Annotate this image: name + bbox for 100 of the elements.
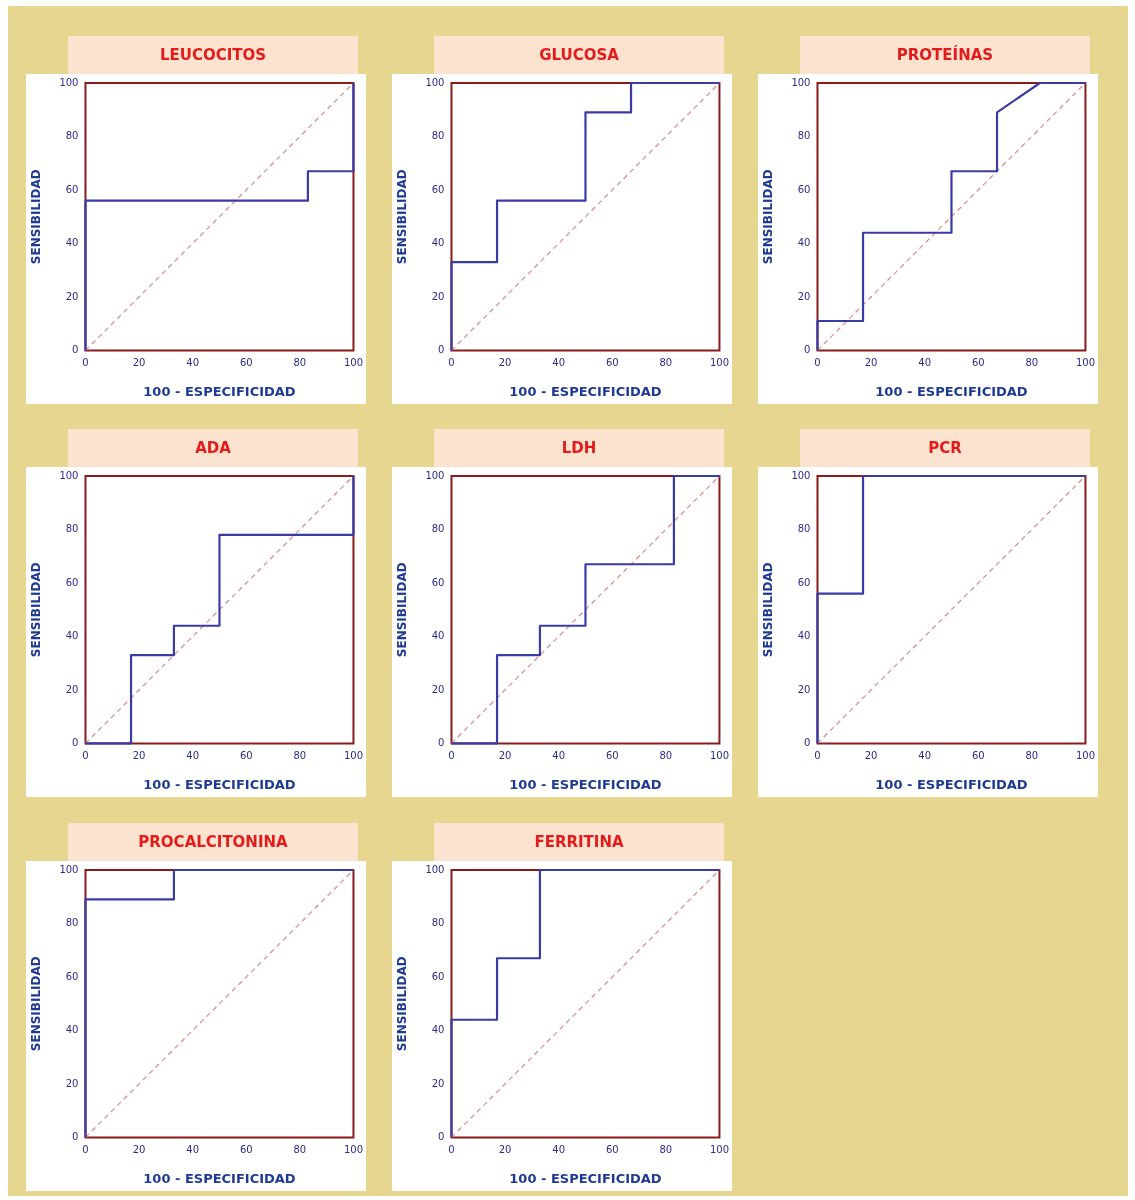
y-tick-label: 0 [804, 343, 811, 355]
y-tick-label: 100 [425, 469, 445, 481]
y-tick-label: 40 [431, 1023, 445, 1035]
y-tick-label: 40 [797, 630, 811, 642]
x-tick-label: 40 [552, 750, 566, 762]
y-tick-label: 40 [431, 630, 445, 642]
x-tick-label: 20 [132, 750, 146, 762]
x-tick-label: 20 [498, 356, 512, 368]
x-tick-label: 40 [918, 356, 932, 368]
y-tick-label: 80 [431, 523, 445, 535]
x-tick-label: 0 [448, 1143, 455, 1155]
y-tick-label: 60 [431, 576, 445, 588]
x-tick-label: 100 [343, 1143, 363, 1155]
x-axis-title: 100 - ESPECIFICIDAD [875, 383, 1028, 399]
y-tick-label: 20 [431, 290, 445, 302]
y-tick-label: 100 [791, 76, 811, 88]
y-tick-label: 80 [431, 916, 445, 928]
x-axis-title: 100 - ESPECIFICIDAD [509, 776, 662, 792]
chart-title: FERRITINA [434, 822, 724, 861]
y-tick-label: 100 [59, 469, 79, 481]
x-tick-label: 0 [814, 750, 821, 762]
x-axis-title: 100 - ESPECIFICIDAD [143, 383, 296, 399]
y-tick-label: 100 [59, 863, 79, 875]
x-axis-title: 100 - ESPECIFICIDAD [143, 776, 296, 792]
x-tick-label: 40 [552, 356, 566, 368]
x-tick-label: 60 [239, 356, 253, 368]
x-tick-label: 20 [864, 750, 878, 762]
y-tick-label: 60 [65, 970, 79, 982]
y-tick-label: 40 [65, 630, 79, 642]
y-axis-title: SENSIBILIDAD [395, 169, 410, 265]
x-tick-label: 0 [82, 750, 89, 762]
y-tick-label: 60 [431, 970, 445, 982]
y-tick-label: 0 [438, 737, 445, 749]
y-axis-title: SENSIBILIDAD [395, 955, 410, 1051]
y-tick-label: 60 [65, 576, 79, 588]
y-tick-label: 100 [791, 469, 811, 481]
chart-title: GLUCOSA [434, 36, 724, 74]
y-tick-label: 100 [59, 76, 79, 88]
x-tick-label: 100 [1075, 356, 1095, 368]
x-tick-label: 60 [605, 356, 619, 368]
y-tick-label: 60 [797, 576, 811, 588]
y-tick-label: 80 [65, 130, 79, 142]
x-tick-label: 60 [239, 750, 253, 762]
chart-title: ADA [68, 429, 358, 468]
y-tick-label: 40 [65, 237, 79, 249]
y-tick-label: 80 [431, 130, 445, 142]
y-axis-title: SENSIBILIDAD [29, 562, 44, 658]
x-tick-label: 60 [971, 750, 985, 762]
y-tick-label: 20 [797, 683, 811, 695]
x-axis-title: 100 - ESPECIFICIDAD [143, 1170, 296, 1186]
y-tick-label: 80 [65, 523, 79, 535]
chart-title: LEUCOCITOS [68, 36, 358, 74]
y-tick-label: 100 [425, 863, 445, 875]
x-tick-label: 80 [1025, 750, 1039, 762]
x-tick-label: 20 [498, 750, 512, 762]
x-tick-label: 80 [659, 356, 673, 368]
y-tick-label: 100 [425, 76, 445, 88]
y-tick-label: 20 [431, 683, 445, 695]
x-tick-label: 0 [82, 356, 89, 368]
x-tick-label: 40 [552, 1143, 566, 1155]
x-tick-label: 40 [918, 750, 932, 762]
y-tick-label: 0 [72, 737, 79, 749]
x-tick-label: 80 [659, 750, 673, 762]
y-axis-title: SENSIBILIDAD [29, 955, 44, 1051]
x-tick-label: 0 [448, 356, 455, 368]
y-tick-label: 80 [797, 130, 811, 142]
x-tick-label: 0 [448, 750, 455, 762]
y-tick-label: 0 [72, 1130, 79, 1142]
y-axis-title: SENSIBILIDAD [761, 169, 776, 265]
y-tick-label: 60 [65, 183, 79, 195]
y-tick-label: 60 [431, 183, 445, 195]
x-tick-label: 40 [186, 1143, 200, 1155]
y-tick-label: 0 [438, 343, 445, 355]
x-tick-label: 0 [814, 356, 821, 368]
x-tick-label: 20 [498, 1143, 512, 1155]
y-tick-label: 0 [72, 343, 79, 355]
y-tick-label: 60 [797, 183, 811, 195]
x-tick-label: 80 [659, 1143, 673, 1155]
chart-title: PROTEÍNAS [800, 36, 1090, 74]
y-tick-label: 20 [797, 290, 811, 302]
y-axis-title: SENSIBILIDAD [761, 562, 776, 658]
y-tick-label: 40 [431, 237, 445, 249]
x-tick-label: 60 [605, 1143, 619, 1155]
x-tick-label: 60 [239, 1143, 253, 1155]
x-tick-label: 20 [864, 356, 878, 368]
y-tick-label: 0 [804, 737, 811, 749]
x-tick-label: 80 [293, 1143, 307, 1155]
x-tick-label: 80 [293, 356, 307, 368]
y-tick-label: 20 [65, 290, 79, 302]
y-tick-label: 20 [431, 1077, 445, 1089]
x-tick-label: 100 [343, 750, 363, 762]
y-tick-label: 40 [797, 237, 811, 249]
x-tick-label: 100 [709, 1143, 729, 1155]
x-tick-label: 80 [1025, 356, 1039, 368]
y-tick-label: 80 [65, 916, 79, 928]
y-axis-title: SENSIBILIDAD [395, 562, 410, 658]
x-axis-title: 100 - ESPECIFICIDAD [509, 1170, 662, 1186]
x-tick-label: 100 [343, 356, 363, 368]
y-tick-label: 80 [797, 523, 811, 535]
x-tick-label: 20 [132, 356, 146, 368]
